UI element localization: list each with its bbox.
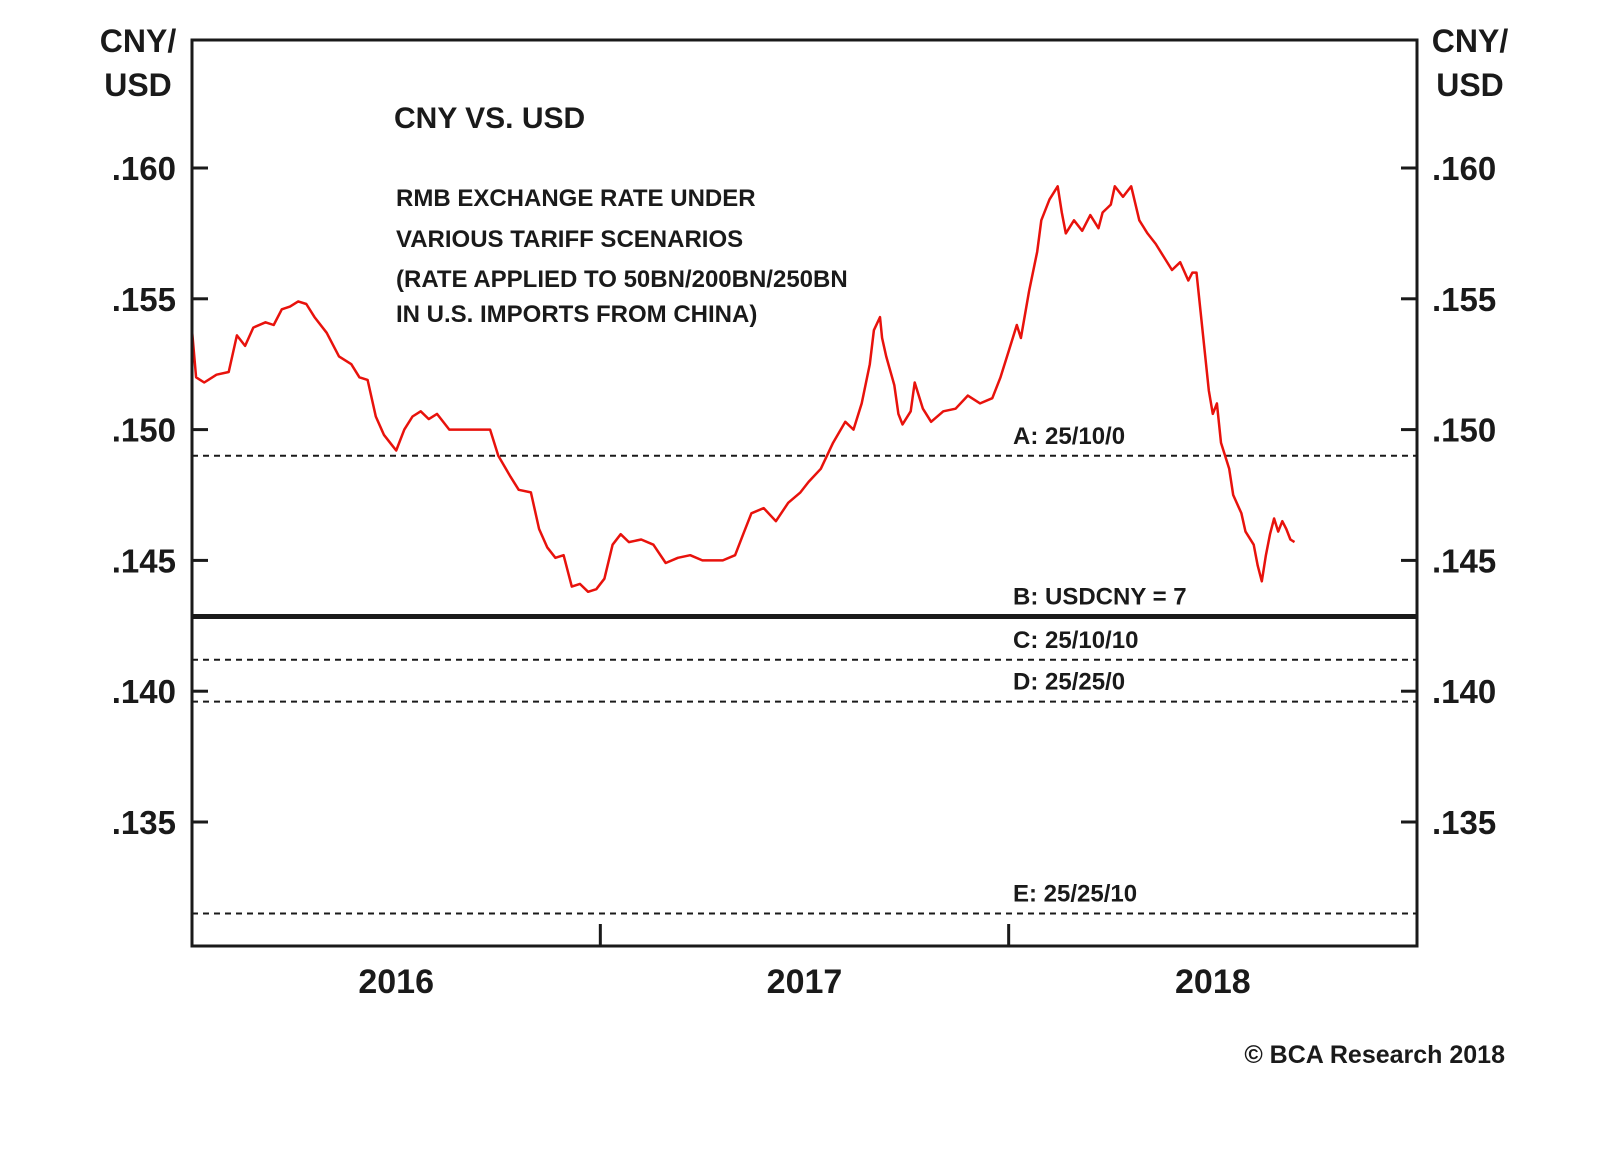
- y-tick-label-right-3: .150: [1432, 412, 1496, 449]
- x-tick-label-1: 2017: [767, 963, 843, 1001]
- y-tick-label-left-4: .155: [112, 281, 176, 318]
- reference-lines: A: 25/10/0 B: USDCNY = 7 C: 25/10/10 D: 25/…: [192, 423, 1417, 915]
- y-tick-label-left-0: .135: [112, 804, 176, 841]
- reference-line-label-4: E: 25/25/10: [1013, 881, 1137, 908]
- chart-subtitle-line-2: VARIOUS TARIFF SCENARIOS: [396, 226, 743, 253]
- y-tick-label-right-4: .155: [1432, 281, 1496, 318]
- reference-line-label-2: C: 25/10/10: [1013, 627, 1138, 654]
- y-axis-left: .135 .140 .145 .150 .155 .160: [112, 150, 208, 841]
- series-layer: [190, 185, 1296, 594]
- chart-title: CNY VS. USD: [394, 102, 585, 135]
- y-axis-label-left-line2: USD: [104, 67, 172, 103]
- chart-subtitle-line-1: RMB EXCHANGE RATE UNDER: [396, 185, 756, 212]
- x-axis: 2016 2017 2018: [358, 924, 1251, 1001]
- y-axis-label-left-line1: CNY/: [100, 23, 177, 59]
- y-axis-label-right-line2: USD: [1436, 67, 1504, 103]
- x-tick-label-0: 2016: [358, 963, 434, 1001]
- x-tick-label-2: 2018: [1175, 963, 1251, 1001]
- y-tick-label-left-3: .150: [112, 412, 176, 449]
- y-axis-label-right-line1: CNY/: [1432, 23, 1509, 59]
- y-tick-label-right-5: .160: [1432, 150, 1496, 187]
- y-tick-label-right-0: .135: [1432, 804, 1496, 841]
- y-tick-label-left-2: .145: [112, 542, 176, 579]
- y-tick-label-left-1: .140: [112, 673, 176, 710]
- plot-frame: [190, 38, 1419, 948]
- chart-subtitle-line-3: (RATE APPLIED TO 50BN/200BN/250BN: [396, 266, 848, 293]
- reference-line-label-3: D: 25/25/0: [1013, 669, 1125, 696]
- series-line-0: [190, 185, 1296, 594]
- reference-line-label-1: B: USDCNY = 7: [1013, 583, 1187, 610]
- y-tick-label-right-1: .140: [1432, 673, 1496, 710]
- y-axis-right: .135 .140 .145 .150 .155 .160: [1401, 150, 1496, 841]
- copyright-text: © BCA Research 2018: [1244, 1041, 1505, 1069]
- chart-subtitle-line-4: IN U.S. IMPORTS FROM CHINA): [396, 301, 757, 328]
- reference-line-label-0: A: 25/10/0: [1013, 423, 1125, 450]
- y-tick-label-left-5: .160: [112, 150, 176, 187]
- y-tick-label-right-2: .145: [1432, 542, 1496, 579]
